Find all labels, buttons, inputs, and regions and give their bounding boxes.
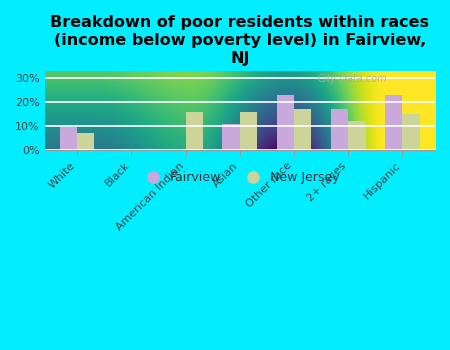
Bar [348, 121, 365, 150]
Bar [185, 112, 203, 150]
Legend: Fairview, New Jersey: Fairview, New Jersey [135, 166, 345, 189]
Bar [222, 124, 240, 150]
Bar [60, 127, 77, 150]
Title: Breakdown of poor residents within races
(income below poverty level) in Fairvie: Breakdown of poor residents within races… [50, 15, 429, 66]
Bar [114, 149, 131, 150]
Bar [77, 133, 94, 150]
Bar [294, 110, 311, 150]
Bar [331, 110, 348, 150]
Bar [240, 112, 257, 150]
Bar [402, 114, 420, 150]
Text: City-Data.com: City-Data.com [318, 74, 387, 84]
Bar [385, 95, 402, 150]
Bar [277, 95, 294, 150]
